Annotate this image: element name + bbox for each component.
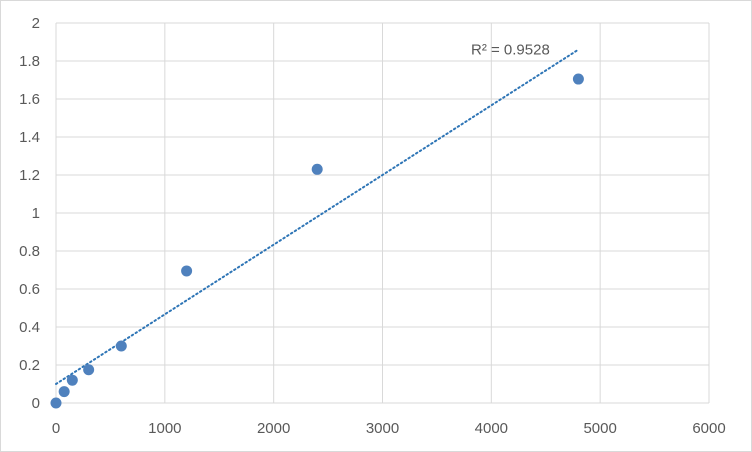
x-tick-label: 0 [52,420,60,437]
x-tick-label: 2000 [257,420,290,437]
data-point [115,340,127,352]
y-axis-tick-labels: 0 0.2 0.4 0.6 0.8 1 1.2 1.4 1.6 1.8 2 [19,15,40,412]
y-tick-label: 0 [32,395,40,412]
trendline [55,48,580,385]
x-tick-label: 3000 [366,420,399,437]
y-tick-label: 2 [32,15,40,32]
data-points [50,73,584,409]
y-tick-label: 1.6 [19,91,40,108]
x-tick-label: 4000 [475,420,508,437]
data-point [50,397,62,409]
gridlines [55,22,710,404]
y-tick-label: 1.2 [19,167,40,184]
y-tick-label: 1 [32,205,40,222]
x-tick-label: 6000 [692,420,725,437]
y-tick-label: 0.8 [19,243,40,260]
y-tick-label: 1.4 [19,129,40,146]
x-tick-label: 5000 [583,420,616,437]
y-tick-label: 0.2 [19,357,40,374]
y-tick-label: 0.4 [19,319,40,336]
trendline-path [55,48,580,385]
x-axis-tick-labels: 0 1000 2000 3000 4000 5000 6000 [52,420,726,437]
data-point [572,73,584,85]
data-point [66,374,78,386]
data-point [311,163,323,175]
x-tick-label: 1000 [148,420,181,437]
y-tick-label: 0.6 [19,281,40,298]
y-tick-label: 1.8 [19,53,40,70]
data-point [83,364,95,376]
r-squared-label: R² = 0.9528 [471,42,550,59]
data-point [181,265,193,277]
data-point [58,386,70,398]
